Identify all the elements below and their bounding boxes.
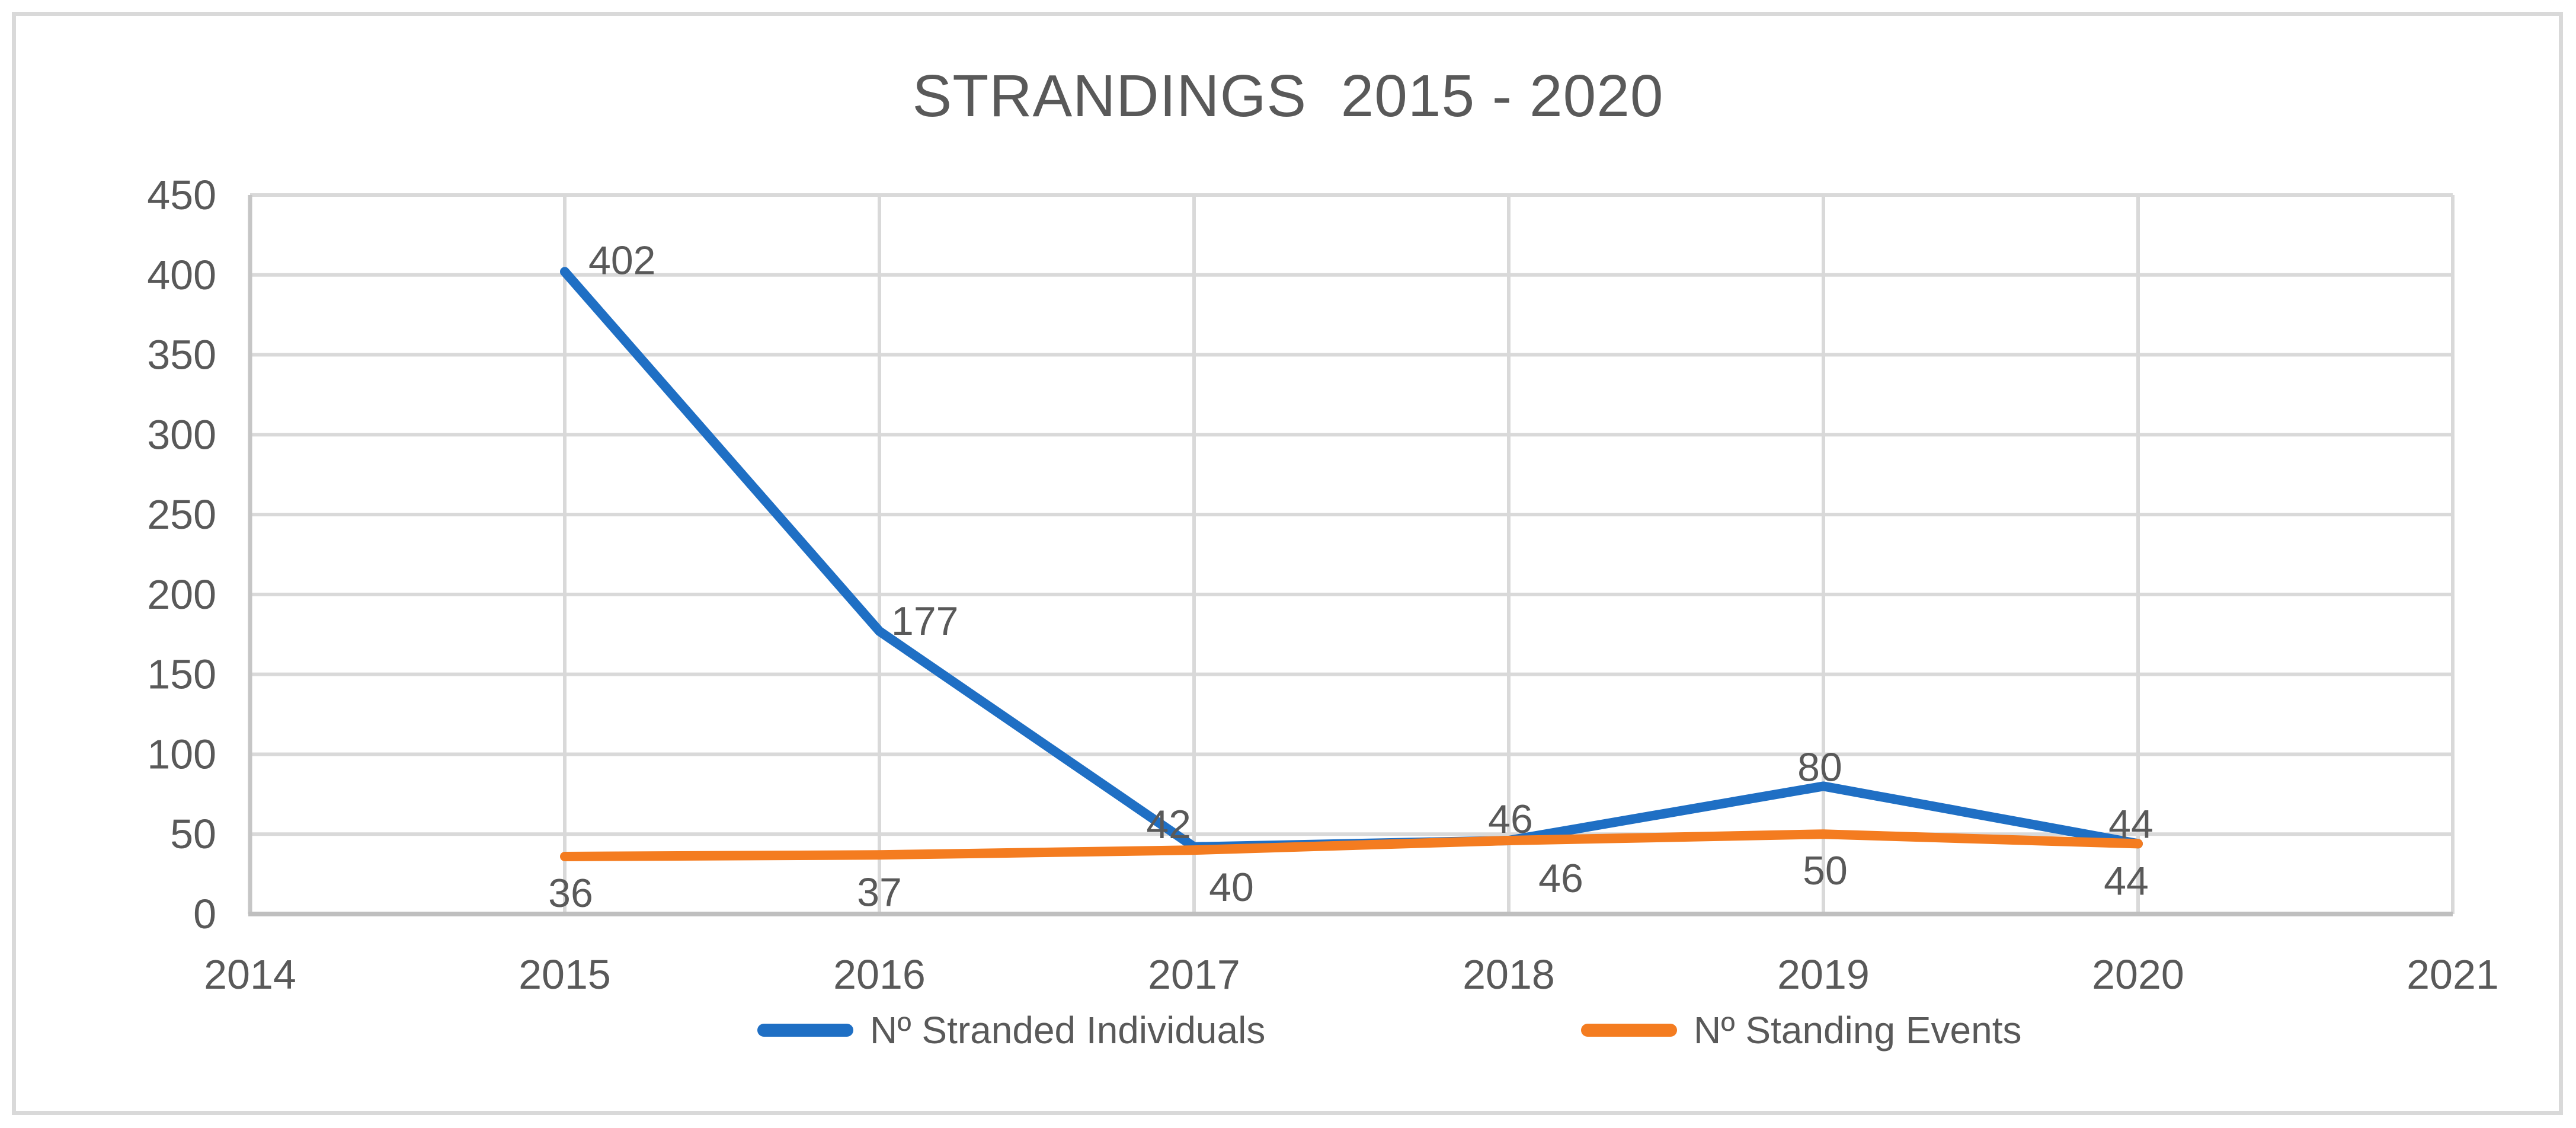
- legend: Nº Stranded Individuals Nº Standing Even…: [0, 1006, 2576, 1060]
- series-line-standing-events: [560, 829, 2143, 861]
- x-tick-label: 2019: [1777, 951, 1870, 998]
- chart-title: STRANDINGS 2015 - 2020: [912, 63, 1664, 129]
- y-tick-label: 350: [147, 332, 216, 378]
- legend-label-standing-events: Nº Standing Events: [1694, 1009, 2022, 1052]
- y-tick-label: 250: [147, 491, 216, 538]
- legend-swatch-stranded-individuals: [757, 1024, 853, 1037]
- x-tick-label: 2016: [833, 951, 926, 998]
- y-tick-label: 0: [193, 891, 216, 937]
- series-lines: [560, 267, 2143, 861]
- axis-lines: [248, 195, 2453, 916]
- y-tick-label: 450: [147, 172, 216, 218]
- data-point-labels: 402 177 42 46 80 44 36 37 40 46 50 44: [548, 238, 2153, 916]
- y-tick-label: 400: [147, 252, 216, 298]
- series-line-stranded-individuals: [560, 267, 2143, 852]
- y-tick-label: 150: [147, 651, 216, 698]
- y-tick-label: 300: [147, 411, 216, 458]
- x-tick-label: 2017: [1148, 951, 1240, 998]
- data-label-standing-events: 50: [1803, 848, 1848, 893]
- axis-tick-labels: 0 50 100 150 200 250 300 350 400 450 2014 2015 2016 2…: [147, 172, 2499, 998]
- data-label-stranded-individuals: 402: [588, 238, 655, 283]
- y-tick-label: 50: [170, 811, 216, 857]
- data-label-stranded-individuals: 80: [1797, 744, 1842, 790]
- legend-item-stranded-individuals: Nº Stranded Individuals: [757, 1006, 1265, 1054]
- y-tick-label: 200: [147, 571, 216, 618]
- legend-swatch-standing-events: [1581, 1024, 1677, 1037]
- legend-label-stranded-individuals: Nº Stranded Individuals: [870, 1009, 1266, 1052]
- data-label-stranded-individuals: 46: [1488, 797, 1533, 842]
- x-tick-label: 2014: [204, 951, 296, 998]
- data-label-standing-events: 44: [2104, 858, 2149, 903]
- data-label-standing-events: 46: [1538, 856, 1583, 901]
- y-tick-label: 100: [147, 731, 216, 777]
- x-tick-label: 2021: [2407, 951, 2499, 998]
- data-label-stranded-individuals: 177: [891, 599, 958, 644]
- data-label-standing-events: 40: [1209, 865, 1254, 910]
- x-tick-label: 2015: [519, 951, 611, 998]
- data-label-standing-events: 36: [548, 871, 593, 916]
- x-tick-label: 2018: [1463, 951, 1555, 998]
- x-tick-label: 2020: [2092, 951, 2184, 998]
- data-label-stranded-individuals: 44: [2108, 801, 2153, 846]
- legend-item-standing-events: Nº Standing Events: [1581, 1006, 2021, 1054]
- data-label-stranded-individuals: 42: [1146, 802, 1191, 847]
- data-label-standing-events: 37: [857, 870, 902, 915]
